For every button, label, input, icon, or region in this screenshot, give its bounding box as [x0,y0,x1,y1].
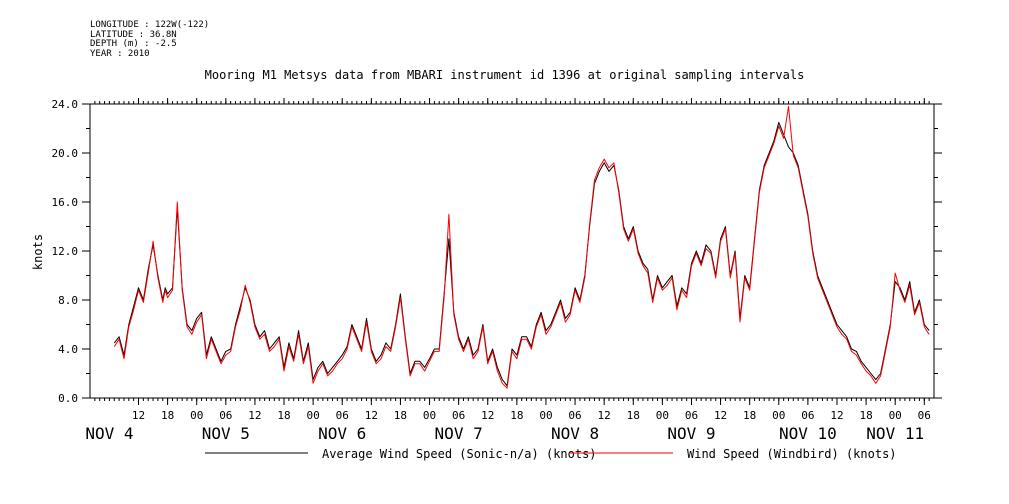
y-tick-label: 4.0 [58,343,78,356]
x-day-label: NOV 6 [318,424,366,443]
x-tick-label: 18 [743,409,756,422]
x-day-label: NOV 7 [435,424,483,443]
x-tick-label: 18 [277,409,290,422]
x-tick-label: 06 [801,409,814,422]
y-tick-label: 8.0 [58,294,78,307]
x-tick-label: 06 [452,409,465,422]
x-tick-label: 00 [190,409,203,422]
x-tick-label: 06 [568,409,581,422]
x-tick-label: 18 [510,409,523,422]
series-line-average-wind-speed [113,121,930,387]
x-tick-label: 18 [859,409,872,422]
x-tick-label: 12 [481,409,494,422]
x-day-label: NOV 8 [551,424,599,443]
chart-title: Mooring M1 Metsys data from MBARI instru… [204,68,805,82]
x-tick-label: 12 [830,409,843,422]
x-tick-label: 00 [656,409,669,422]
x-tick-label: 06 [219,409,232,422]
x-tick-label: 12 [714,409,727,422]
x-tick-label: 12 [598,409,611,422]
x-tick-label: 12 [248,409,261,422]
y-tick-label: 24.0 [52,98,79,111]
y-tick-label: 12.0 [52,245,79,258]
y-tick-label: 20.0 [52,147,79,160]
x-tick-label: 12 [132,409,145,422]
x-tick-label: 00 [772,409,785,422]
x-day-label: NOV 9 [667,424,715,443]
x-tick-label: 00 [423,409,436,422]
x-day-label: NOV 4 [85,424,133,443]
y-tick-label: 16.0 [52,196,79,209]
y-axis-label: knots [31,234,45,270]
x-day-label: NOV 10 [779,424,837,443]
x-tick-label: 18 [627,409,640,422]
depth-text: DEPTH (m) : -2.5 [90,39,177,49]
x-day-label: NOV 5 [202,424,250,443]
x-tick-label: 12 [365,409,378,422]
x-tick-label: 18 [161,409,174,422]
x-tick-label: 06 [918,409,931,422]
y-tick-label: 0.0 [58,392,78,405]
legend: Average Wind Speed (Sonic-n/a) (knots) W… [205,447,897,461]
legend-label-windbird: Wind Speed (Windbird) (knots) [687,447,897,461]
x-tick-label: 06 [336,409,349,422]
series-line-windbird-wind-speed [113,105,930,389]
x-tick-label: 18 [394,409,407,422]
x-tick-label: 00 [307,409,320,422]
year-text: YEAR : 2010 [90,48,150,59]
x-day-label: NOV 11 [866,424,924,443]
x-tick-label: 00 [539,409,552,422]
longitude-text: LONGITUDE : 122W(-122) [90,20,210,30]
metadata-block: LONGITUDE : 122W(-122) LATITUDE : 36.8N DE… [90,20,210,59]
legend-label-average: Average Wind Speed (Sonic-n/a) (knots) [322,447,597,461]
latitude-text: LATITUDE : 36.8N [90,29,177,40]
x-tick-label: 00 [889,409,902,422]
x-tick-label: 06 [685,409,698,422]
